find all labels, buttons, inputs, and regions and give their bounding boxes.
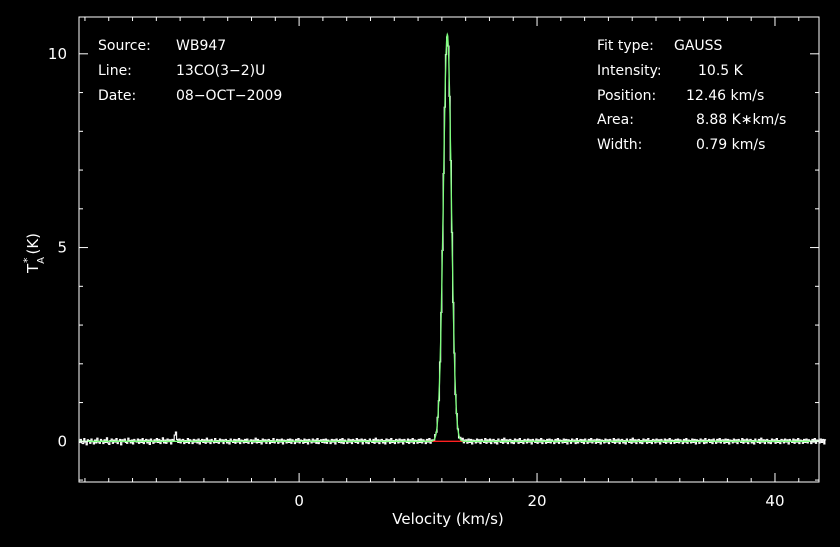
- plot-area: [78, 16, 827, 483]
- info-value-fit-type: GAUSS: [674, 38, 723, 54]
- info-value-intensity: 10.5 K: [698, 63, 744, 79]
- info-key-width: Width:: [597, 137, 642, 153]
- info-key-line: Line:: [98, 63, 132, 79]
- info-panel-right: Fit type: GAUSS Intensity: 10.5 K Positi…: [597, 38, 786, 153]
- info-value-area: 8.88 K∗km/s: [696, 112, 786, 128]
- y-axis-label-subscript: A: [36, 257, 47, 264]
- info-value-position: 12.46 km/s: [686, 88, 764, 104]
- info-key-area: Area:: [597, 112, 634, 128]
- x-axis-label: Velocity (km/s): [392, 510, 503, 528]
- info-value-source: WB947: [176, 38, 226, 54]
- y-axis-label: TA* (K): [21, 233, 47, 274]
- info-value-line: 13CO(3−2)U: [176, 63, 265, 79]
- y-tick-label: 0: [57, 432, 67, 450]
- info-key-date: Date:: [98, 88, 136, 104]
- info-key-fit-type: Fit type:: [597, 38, 654, 54]
- info-value-width: 0.79 km/s: [696, 137, 765, 153]
- x-tick-label: 20: [527, 492, 546, 510]
- info-key-intensity: Intensity:: [597, 63, 662, 79]
- svg-text:TA*(K): TA* (K): [21, 233, 47, 274]
- x-tick-label: 40: [765, 492, 784, 510]
- y-axis-label-unit: (K): [24, 233, 42, 255]
- y-tick-label: 5: [57, 239, 67, 257]
- axis-ticks: 0 20 40 0 5 10: [48, 17, 819, 510]
- x-tick-label: 0: [294, 492, 304, 510]
- y-axis-label-superscript: *: [21, 257, 34, 263]
- plot-frame: [78, 16, 820, 483]
- info-key-source: Source:: [98, 38, 151, 54]
- gaussian-fit-line: [79, 32, 819, 442]
- info-value-date: 08−OCT−2009: [176, 88, 282, 104]
- y-axis-label-main: T: [24, 263, 42, 274]
- info-panel-left: Source: WB947 Line: 13CO(3−2)U Date: 08−…: [98, 38, 282, 104]
- y-tick-label: 10: [48, 45, 67, 63]
- info-key-position: Position:: [597, 88, 656, 104]
